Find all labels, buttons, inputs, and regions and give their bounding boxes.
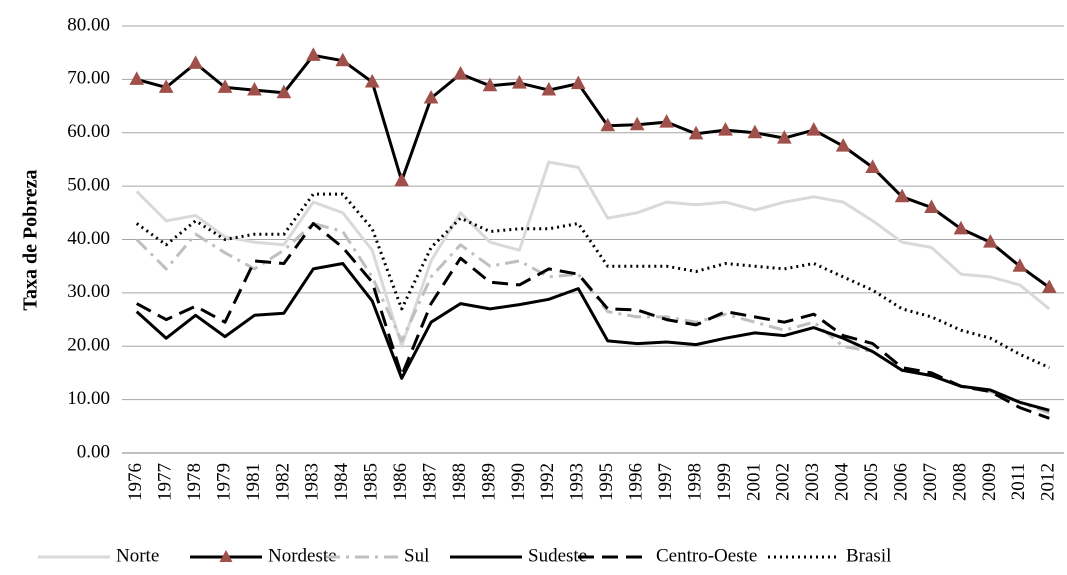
x-tick-label: 1983 (302, 463, 323, 501)
x-tick-label: 1984 (331, 463, 352, 502)
series-line (135, 222, 1050, 420)
x-tick-label: 1995 (596, 463, 617, 501)
marker (276, 84, 292, 99)
marker (600, 117, 616, 132)
series-line (135, 192, 1050, 369)
x-tick-label: 1996 (626, 463, 647, 501)
x-tick-label: 1976 (125, 463, 146, 501)
marker (1041, 279, 1057, 294)
legend-label: Sudeste (528, 545, 587, 566)
marker (659, 114, 674, 128)
x-tick-label: 2008 (949, 463, 970, 501)
x-tick-label: 1985 (361, 463, 382, 501)
marker (188, 55, 203, 69)
x-tick-label: 2004 (832, 463, 853, 502)
marker (247, 82, 262, 96)
legend-label: Brasil (846, 545, 891, 566)
marker (835, 138, 851, 152)
marker (217, 79, 233, 93)
y-tick-label: 40.00 (67, 228, 110, 249)
y-tick-label: 80.00 (67, 14, 110, 35)
y-tick-label: 60.00 (67, 121, 110, 142)
marker (364, 73, 380, 88)
x-tick-label: 2012 (1038, 463, 1059, 501)
marker (306, 47, 321, 61)
x-tick-label: 2011 (1008, 463, 1029, 500)
marker (747, 124, 763, 139)
marker (718, 122, 733, 136)
y-tick-label: 30.00 (67, 281, 110, 302)
y-axis-label: Taxa de Pobreza (20, 169, 42, 310)
x-tick-label: 2003 (802, 463, 823, 501)
y-tick-label: 70.00 (67, 68, 110, 89)
x-tick-label: 2006 (890, 463, 911, 501)
series-line (136, 53, 1051, 289)
marker (453, 65, 468, 80)
x-tick-label: 2009 (979, 463, 1000, 501)
x-tick-label: 1979 (213, 463, 234, 501)
x-tick-label: 1987 (419, 463, 440, 501)
y-tick-label: 0.00 (77, 441, 110, 462)
marker (423, 90, 439, 104)
legend-label: Norte (116, 545, 159, 566)
marker (158, 79, 174, 93)
x-tick-label: 1992 (537, 463, 558, 501)
y-tick-label: 50.00 (67, 174, 110, 195)
marker (482, 77, 498, 92)
marker (394, 172, 409, 187)
x-tick-label: 2007 (920, 463, 941, 501)
x-tick-label: 1977 (155, 463, 176, 501)
series-line (135, 222, 1050, 415)
x-tick-label: 1993 (567, 463, 588, 501)
y-tick-label: 20.00 (67, 335, 110, 356)
x-tick-label: 1981 (243, 463, 264, 501)
legend-marker (219, 550, 233, 562)
x-tick-label: 1986 (390, 463, 411, 501)
marker (335, 52, 351, 67)
marker (777, 130, 792, 144)
x-tick-label: 1990 (508, 463, 529, 501)
marker (129, 71, 145, 85)
x-tick-label: 1999 (714, 463, 735, 501)
marker (541, 82, 557, 96)
marker (894, 188, 910, 203)
marker (1012, 258, 1028, 272)
marker (570, 75, 586, 90)
x-tick-label: 2001 (743, 463, 764, 501)
x-tick-label: 2002 (773, 463, 794, 501)
x-tick-label: 1989 (478, 463, 499, 501)
marker (512, 75, 527, 89)
marker (983, 234, 998, 248)
y-tick-label: 10.00 (67, 388, 110, 409)
x-tick-label: 1997 (655, 463, 676, 501)
marker (924, 199, 939, 213)
x-tick-label: 1982 (272, 463, 293, 501)
series-line (135, 262, 1050, 412)
marker (629, 116, 645, 131)
legend-label: Centro-Oeste (656, 545, 757, 566)
legend-label: Nordeste (268, 545, 337, 566)
x-tick-label: 1988 (449, 463, 470, 501)
marker (865, 159, 880, 173)
x-tick-label: 1978 (184, 463, 205, 501)
x-tick-label: 2005 (861, 463, 882, 501)
marker (806, 122, 822, 136)
series-line (135, 160, 1051, 348)
legend-label: Sul (404, 545, 429, 566)
marker (953, 220, 969, 235)
x-tick-label: 1998 (684, 463, 705, 501)
marker (688, 125, 704, 140)
